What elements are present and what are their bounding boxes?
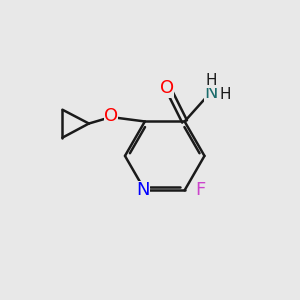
Text: H: H (205, 73, 217, 88)
Text: H: H (219, 88, 231, 103)
Text: N: N (136, 181, 150, 199)
Text: F: F (196, 181, 206, 199)
Text: O: O (104, 107, 118, 125)
Text: O: O (160, 80, 174, 98)
Text: N: N (204, 85, 218, 103)
